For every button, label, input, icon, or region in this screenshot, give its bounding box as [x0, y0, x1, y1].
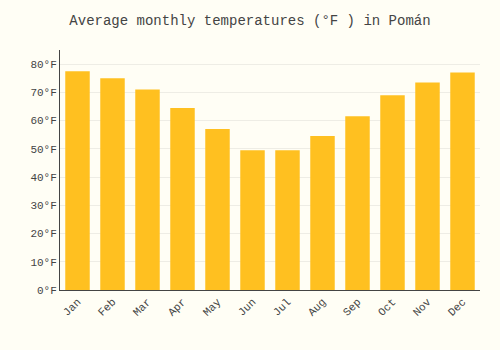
svg-text:10°F: 10°F — [30, 257, 56, 269]
svg-text:May: May — [201, 296, 224, 319]
svg-text:Aug: Aug — [306, 296, 328, 318]
svg-text:Oct: Oct — [376, 296, 398, 318]
svg-text:Feb: Feb — [96, 296, 118, 318]
svg-text:50°F: 50°F — [30, 144, 56, 156]
svg-text:20°F: 20°F — [30, 228, 56, 240]
svg-text:30°F: 30°F — [30, 200, 56, 212]
svg-text:Jun: Jun — [236, 296, 258, 318]
svg-text:70°F: 70°F — [30, 87, 56, 99]
svg-text:Apr: Apr — [166, 296, 188, 318]
svg-text:Jan: Jan — [61, 296, 83, 318]
svg-text:Dec: Dec — [446, 296, 468, 318]
svg-text:0°F: 0°F — [37, 285, 57, 297]
svg-text:40°F: 40°F — [30, 172, 56, 184]
svg-text:80°F: 80°F — [30, 59, 56, 71]
svg-text:Nov: Nov — [411, 296, 434, 319]
svg-text:Mar: Mar — [131, 296, 153, 318]
svg-text:Sep: Sep — [341, 296, 363, 318]
svg-text:Average monthly temperatures (: Average monthly temperatures (°F ) in Po… — [69, 13, 430, 29]
svg-text:Jul: Jul — [271, 296, 293, 318]
svg-text:60°F: 60°F — [30, 115, 56, 127]
